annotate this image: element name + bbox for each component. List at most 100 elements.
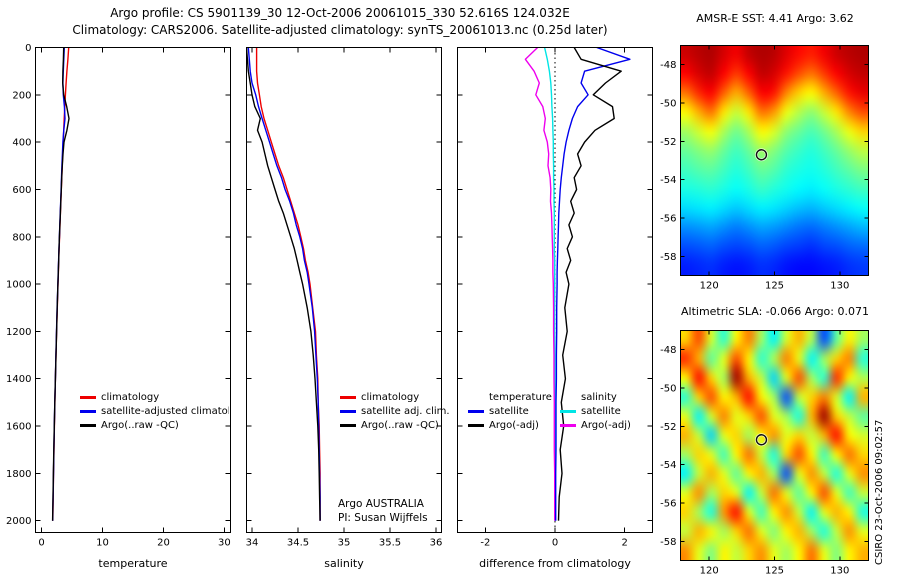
legend-item: Argo(-adj) <box>468 419 552 433</box>
svg-text:600: 600 <box>12 185 31 196</box>
sla-heatmap <box>680 330 868 560</box>
sst-map-title: AMSR-E SST: 4.41 Argo: 3.62 <box>696 12 854 25</box>
svg-text:20: 20 <box>157 538 170 549</box>
svg-text:-48: -48 <box>660 60 676 71</box>
legend-item: Argo(-adj) <box>560 419 631 433</box>
svg-text:0: 0 <box>38 538 44 549</box>
svg-text:400: 400 <box>12 138 31 149</box>
svg-text:125: 125 <box>765 566 784 577</box>
legend-item: satellite <box>560 405 631 419</box>
svg-text:34: 34 <box>246 538 259 549</box>
legend-swatch <box>340 395 356 399</box>
difference_profile: -2 0 2 <box>457 47 653 549</box>
svg-text:130: 130 <box>830 566 849 577</box>
svg-text:10: 10 <box>96 538 109 549</box>
legend-swatch <box>560 409 576 413</box>
legend-item: satellite adj. clim. <box>340 405 450 419</box>
xlabel-difference: difference from climatology <box>479 557 631 570</box>
svg-text:1400: 1400 <box>6 374 31 385</box>
svg-text:0: 0 <box>25 43 31 54</box>
legend-label: Argo(-adj) <box>581 420 631 431</box>
svg-text:1200: 1200 <box>6 327 31 338</box>
sla-map-title: Altimetric SLA: -0.066 Argo: 0.071 <box>681 305 869 318</box>
legend-item: Argo(..raw -QC) <box>80 419 229 433</box>
svg-text:125: 125 <box>765 281 784 292</box>
svg-text:30: 30 <box>218 538 231 549</box>
legend-label: satellite adj. clim. <box>361 406 450 417</box>
pi-annotation: Argo AUSTRALIA PI: Susan Wijffels <box>338 497 428 525</box>
figure-title-line1: Argo profile: CS 5901139_30 12-Oct-2006 … <box>110 6 570 20</box>
svg-text:-52: -52 <box>660 137 676 148</box>
svg-text:-56: -56 <box>660 214 676 225</box>
legend-label: satellite <box>581 406 621 417</box>
legend-label: Argo(-adj) <box>489 420 539 431</box>
salinity-legend: climatology satellite adj. clim. Argo(..… <box>340 391 450 433</box>
svg-text:1600: 1600 <box>6 422 31 433</box>
temperature-legend: climatology satellite-adjusted climatolo… <box>80 391 229 433</box>
legend-swatch <box>80 423 96 427</box>
legend-swatch <box>80 409 96 413</box>
svg-text:130: 130 <box>830 281 849 292</box>
legend-item: satellite <box>468 405 552 419</box>
difference-legend-temperature: temperature satellite Argo(-adj) <box>468 391 552 433</box>
difference_profile-series <box>524 47 631 521</box>
svg-text:0: 0 <box>552 538 558 549</box>
svg-text:-54: -54 <box>660 175 676 186</box>
svg-text:2: 2 <box>621 538 627 549</box>
sla_map-axes: 120 125 130 -48 -50 -52 -54 -56 -58 <box>660 330 869 577</box>
svg-text:-48: -48 <box>660 345 676 356</box>
legend-item: climatology <box>340 391 450 405</box>
legend-swatch <box>340 423 356 427</box>
svg-text:2000: 2000 <box>6 516 31 527</box>
legend-swatch <box>560 423 576 427</box>
svg-text:-58: -58 <box>660 537 676 548</box>
svg-text:120: 120 <box>700 566 719 577</box>
legend-label: Argo(..raw -QC) <box>361 420 439 431</box>
salinity_profile: 34 34.5 35 35.5 36 <box>246 47 443 549</box>
legend-item: climatology <box>80 391 229 405</box>
legend-label: satellite-adjusted climatology <box>101 406 229 417</box>
legend-label: climatology <box>361 392 420 403</box>
legend-group-header: temperature <box>489 392 552 403</box>
svg-text:36: 36 <box>430 538 443 549</box>
svg-text:-54: -54 <box>660 460 676 471</box>
svg-text:-52: -52 <box>660 422 676 433</box>
svg-text:34.5: 34.5 <box>287 538 309 549</box>
svg-text:35: 35 <box>338 538 351 549</box>
legend-swatch <box>80 395 96 399</box>
legend-group-header: salinity <box>581 392 617 403</box>
temperature_profile: 0 10 20 30 0 200 400 600 800 1000 1200 1400 1600 1800… <box>6 43 231 549</box>
svg-text:200: 200 <box>12 90 31 101</box>
legend-label: climatology <box>101 392 160 403</box>
timestamp-watermark: CSIRO 23-Oct-2006 09:02:57 <box>874 419 885 565</box>
salinity_profile-series <box>246 47 321 521</box>
svg-text:-50: -50 <box>660 99 676 110</box>
legend-swatch <box>468 409 484 413</box>
svg-text:1000: 1000 <box>6 280 31 291</box>
xlabel-temperature: temperature <box>98 557 168 570</box>
legend-label: satellite <box>489 406 529 417</box>
svg-text:120: 120 <box>700 281 719 292</box>
svg-text:35.5: 35.5 <box>379 538 401 549</box>
svg-text:-50: -50 <box>660 384 676 395</box>
xlabel-salinity: salinity <box>324 557 364 570</box>
annotation-line: PI: Susan Wijffels <box>338 512 428 524</box>
svg-text:800: 800 <box>12 232 31 243</box>
figure-title-line2: Climatology: CARS2006. Satellite-adjuste… <box>72 23 608 37</box>
sst_map-axes: 120 125 130 -48 -50 -52 -54 -56 -58 <box>660 45 869 292</box>
difference-legend-salinity: salinity satellite Argo(-adj) <box>560 391 631 433</box>
legend-item: Argo(..raw -QC) <box>340 419 450 433</box>
temperature_profile-series <box>51 47 70 521</box>
annotation-line: Argo AUSTRALIA <box>338 498 424 510</box>
legend-label: Argo(..raw -QC) <box>101 420 179 431</box>
svg-text:-58: -58 <box>660 252 676 263</box>
svg-text:-56: -56 <box>660 499 676 510</box>
legend-swatch <box>340 409 356 413</box>
legend-item: satellite-adjusted climatology <box>80 405 229 419</box>
svg-text:-2: -2 <box>480 538 490 549</box>
legend-swatch <box>468 423 484 427</box>
svg-text:1800: 1800 <box>6 469 31 480</box>
sst-heatmap <box>680 45 868 275</box>
